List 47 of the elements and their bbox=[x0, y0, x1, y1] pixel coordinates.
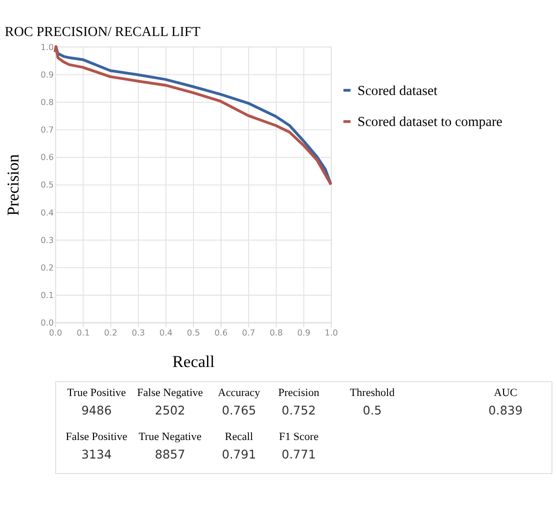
text: 9486 bbox=[81, 403, 112, 418]
x-tick-label: 0.6 bbox=[214, 328, 228, 338]
text: 0.752 bbox=[282, 403, 316, 418]
chart-title: ROC PRECISION/ RECALL LIFT bbox=[4, 24, 202, 40]
text: 8857 bbox=[154, 447, 186, 462]
x-tick-label: 0.3 bbox=[132, 328, 145, 338]
y-tick-label: 0.4 bbox=[40, 207, 54, 218]
text: True Negative bbox=[138, 431, 202, 444]
text: 0.791 bbox=[222, 447, 256, 462]
y-tick-label: 0.5 bbox=[40, 180, 54, 190]
x-tick-label: 0.9 bbox=[297, 328, 310, 338]
y-tick-label: 0.0 bbox=[40, 318, 54, 328]
text: F1 Score bbox=[278, 431, 319, 444]
text: 3134 bbox=[81, 447, 112, 462]
y-tick-label: 0.6 bbox=[40, 152, 54, 162]
x-tick-label: 0.4 bbox=[159, 328, 172, 338]
text: 0.765 bbox=[222, 403, 256, 418]
text: Precision bbox=[278, 386, 320, 399]
text: Accuracy bbox=[218, 386, 261, 399]
legend-label: Scored dataset bbox=[358, 82, 438, 98]
y-tick-label: 0.1 bbox=[40, 290, 54, 300]
legend-label: Scored dataset to compare bbox=[358, 114, 502, 130]
y-tick-label: 0.8 bbox=[40, 96, 54, 107]
text: AUC bbox=[494, 386, 518, 399]
text: 2502 bbox=[154, 403, 186, 418]
x-tick-label: 0.7 bbox=[242, 328, 256, 338]
x-tick-label: 0.8 bbox=[270, 328, 283, 338]
y-tick-label: 0.9 bbox=[40, 69, 54, 80]
text: 0.771 bbox=[282, 447, 316, 462]
y-tick-label: 0.2 bbox=[40, 262, 54, 272]
x-tick-label: 0.0 bbox=[49, 328, 62, 338]
x-axis-title: Recall bbox=[172, 352, 215, 371]
text: 0.839 bbox=[488, 403, 523, 418]
y-tick-label: 0.7 bbox=[40, 124, 54, 135]
text: 0.5 bbox=[362, 403, 382, 418]
x-tick-label: 0.1 bbox=[76, 328, 90, 338]
x-tick-label: 0.5 bbox=[186, 328, 200, 338]
y-tick-label: 1.0 bbox=[40, 42, 54, 52]
text: False Negative bbox=[137, 386, 204, 399]
text: True Positive bbox=[67, 386, 126, 399]
y-tick-label: 0.3 bbox=[40, 234, 54, 245]
x-tick-label: 1.0 bbox=[324, 328, 338, 338]
x-tick-label: 0.2 bbox=[104, 328, 118, 338]
text: Threshold bbox=[350, 386, 396, 399]
text: False Positive bbox=[66, 431, 128, 444]
y-axis-title: Precision bbox=[4, 153, 23, 216]
text: Recall bbox=[224, 431, 254, 444]
